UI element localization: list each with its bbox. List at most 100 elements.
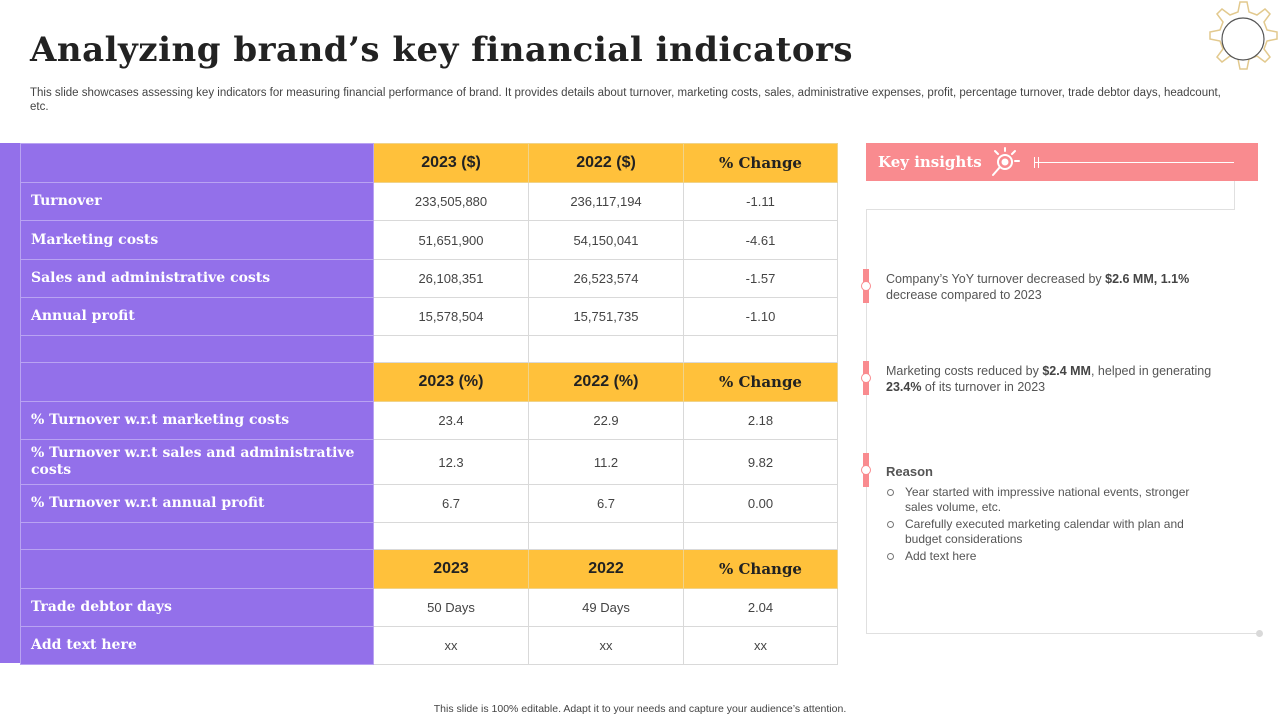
row-label: Turnover [20,182,374,221]
insight-highlight: $2.6 MM, 1.1% [1105,272,1190,286]
row-label: Sales and administrative costs [20,259,374,298]
table-cell: 2.04 [683,588,838,627]
header-label-cell [20,143,374,183]
table-cell: 15,578,504 [373,297,529,336]
table-cell: 9.82 [683,439,838,485]
insights-frame [1234,181,1235,210]
key-insights-title: Key insights [878,153,982,171]
table-cell: xx [528,626,684,665]
table-cell: 49 Days [528,588,684,627]
reason-list: Year started with impressive national ev… [886,485,1206,566]
table-cell: xx [373,626,529,665]
table-cell: 51,651,900 [373,220,529,260]
insight-marker [861,269,871,303]
column-header: % Change [683,143,838,183]
insight-marker [861,453,871,487]
table-cell: 233,505,880 [373,182,529,221]
table-cell: -1.57 [683,259,838,298]
row-label: % Turnover w.r.t sales and administrativ… [20,439,374,485]
spacer-cell [373,522,529,550]
spacer-cell [528,522,684,550]
header-label-cell [20,549,374,589]
table-cell: 54,150,041 [528,220,684,260]
insights-frame [866,209,1234,210]
row-label: Add text here [20,626,374,665]
insights-frame [866,633,1258,634]
spacer-cell [683,335,838,363]
table-cell: 0.00 [683,484,838,523]
spacer-cell [20,335,374,363]
column-header: 2023 (%) [373,362,529,402]
table-row: % Turnover w.r.t annual profit 6.7 6.7 0… [20,484,838,523]
table-header-row: 2023 2022 % Change [20,549,838,589]
insight-highlight: 23.4% [886,380,922,394]
list-item: Add text here [886,549,1206,564]
column-header: % Change [683,549,838,589]
row-label: Trade debtor days [20,588,374,627]
column-header: 2022 ($) [528,143,684,183]
table-cell: 23.4 [373,401,529,440]
insight-text: of its turnover in 2023 [921,380,1046,394]
spacer-cell [528,335,684,363]
row-label: % Turnover w.r.t marketing costs [20,401,374,440]
list-item: Year started with impressive national ev… [886,485,1206,515]
table-row: Annual profit 15,578,504 15,751,735 -1.1… [20,297,838,336]
table-header-row: 2023 ($) 2022 ($) % Change [20,143,838,183]
insights-frame-dot [1256,630,1263,637]
spacer-cell [373,335,529,363]
insights-frame [866,209,867,633]
column-header: % Change [683,362,838,402]
table-row: Add text here xx xx xx [20,626,838,665]
table-cell: 26,523,574 [528,259,684,298]
key-insights-header: Key insights [866,143,1258,181]
table-row: Turnover 233,505,880 236,117,194 -1.11 [20,182,838,221]
table-cell: 50 Days [373,588,529,627]
spacer-cell [20,522,374,550]
column-header: 2023 ($) [373,143,529,183]
spacer-row [20,522,838,550]
column-header: 2022 (%) [528,362,684,402]
spacer-row [20,335,838,363]
insight-text: Company’s YoY turnover decreased by [886,272,1106,286]
table-cell: 6.7 [373,484,529,523]
left-accent-strip [0,143,20,663]
table-cell: 11.2 [528,439,684,485]
table-cell: 15,751,735 [528,297,684,336]
insight-text: decrease compared to 2023 [886,288,1042,302]
insight-item-1: Company’s YoY turnover decreased by $2.6… [886,271,1216,303]
header-decoration [1034,162,1234,163]
table-cell: -1.10 [683,297,838,336]
insight-text: Marketing costs reduced by [886,364,1043,378]
table-cell: 22.9 [528,401,684,440]
table-cell: xx [683,626,838,665]
table-row: Trade debtor days 50 Days 49 Days 2.04 [20,588,838,627]
footer-note: This slide is 100% editable. Adapt it to… [433,703,847,715]
table-cell: 12.3 [373,439,529,485]
table-row: Marketing costs 51,651,900 54,150,041 -4… [20,220,838,260]
header-label-cell [20,362,374,402]
lightbulb-magnifier-icon [992,147,1020,176]
list-item: Carefully executed marketing calendar wi… [886,517,1206,547]
insight-item-2: Marketing costs reduced by $2.4 MM, help… [886,363,1216,395]
financial-table: 2023 ($) 2022 ($) % Change Turnover 233,… [20,143,838,665]
table-cell: -4.61 [683,220,838,260]
reason-title: Reason [886,464,933,479]
column-header: 2023 [373,549,529,589]
row-label: Annual profit [20,297,374,336]
table-row: % Turnover w.r.t sales and administrativ… [20,439,838,485]
page-title: Analyzing brand’s key financial indicato… [30,30,854,70]
gear-icon [1209,1,1278,70]
table-cell: 6.7 [528,484,684,523]
insight-text: , helped in generating [1090,364,1212,378]
insight-marker [861,361,871,395]
row-label: % Turnover w.r.t annual profit [20,484,374,523]
table-cell: -1.11 [683,182,838,221]
table-row: % Turnover w.r.t marketing costs 23.4 22… [20,401,838,440]
table-header-row: 2023 (%) 2022 (%) % Change [20,362,838,402]
column-header: 2022 [528,549,684,589]
table-cell: 26,108,351 [373,259,529,298]
spacer-cell [683,522,838,550]
table-row: Sales and administrative costs 26,108,35… [20,259,838,298]
page-subtitle: This slide showcases assessing key indic… [30,87,1221,113]
table-cell: 236,117,194 [528,182,684,221]
